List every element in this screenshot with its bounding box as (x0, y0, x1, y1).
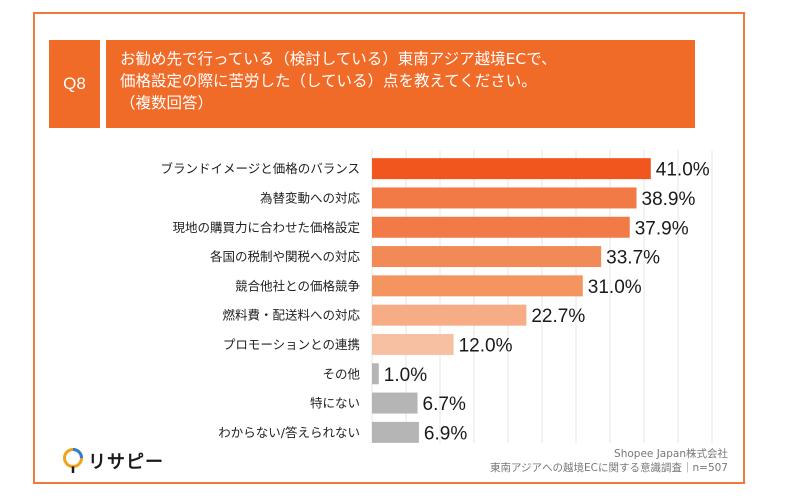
bar (372, 216, 630, 238)
logo-text: リサピー (88, 452, 164, 473)
value-label: 22.7% (531, 306, 585, 327)
bar (372, 187, 637, 209)
category-label: その他 (322, 366, 360, 381)
bar (372, 275, 583, 297)
question-number: Q8 (49, 40, 100, 128)
value-label: 31.0% (588, 277, 642, 298)
value-label: 12.0% (459, 335, 513, 356)
credit: Shopee Japan株式会社 東南アジアへの越境ECに関する意識調査｜n=5… (490, 447, 728, 475)
footer-logo: リサピー (62, 448, 164, 474)
credit-survey: 東南アジアへの越境ECに関する意識調査｜n=507 (489, 462, 728, 474)
category-label: 特にない (310, 396, 360, 411)
question-banner: お勧め先で行っている（検討している）東南アジア越境ECで、 価格設定の際に苦労し… (106, 40, 695, 128)
value-label: 37.9% (635, 218, 689, 239)
question-text: お勧め先で行っている（検討している）東南アジア越境ECで、 価格設定の際に苦労し… (120, 50, 557, 112)
bar (372, 392, 418, 414)
bar (372, 333, 454, 355)
category-label: 現地の購買力に合わせた価格設定 (172, 220, 360, 235)
value-label: 33.7% (606, 248, 660, 269)
category-label: ブランドイメージと価格のバランス (160, 161, 360, 176)
bar (372, 363, 379, 385)
bar (372, 246, 602, 268)
credit-company: Shopee Japan株式会社 (614, 448, 728, 460)
category-label: プロモーションとの連携 (223, 337, 360, 352)
value-label: 41.0% (656, 160, 710, 181)
bar (372, 304, 527, 326)
value-label: 6.7% (423, 394, 466, 415)
value-label: 6.9% (424, 423, 467, 444)
category-label: 燃料費・配送料への対応 (222, 308, 360, 323)
bar (372, 421, 419, 443)
category-label: わからない/答えられない (218, 425, 360, 440)
category-label: 各国の税制や関税への対応 (210, 249, 361, 264)
pin-logo-icon (63, 448, 83, 473)
category-label: 競合他社との価格競争 (235, 278, 360, 293)
category-label: 為替変動への対応 (260, 190, 361, 205)
value-label: 38.9% (642, 189, 696, 210)
chart-frame (33, 12, 745, 484)
value-label: 1.0% (384, 365, 427, 386)
bar (372, 158, 651, 180)
